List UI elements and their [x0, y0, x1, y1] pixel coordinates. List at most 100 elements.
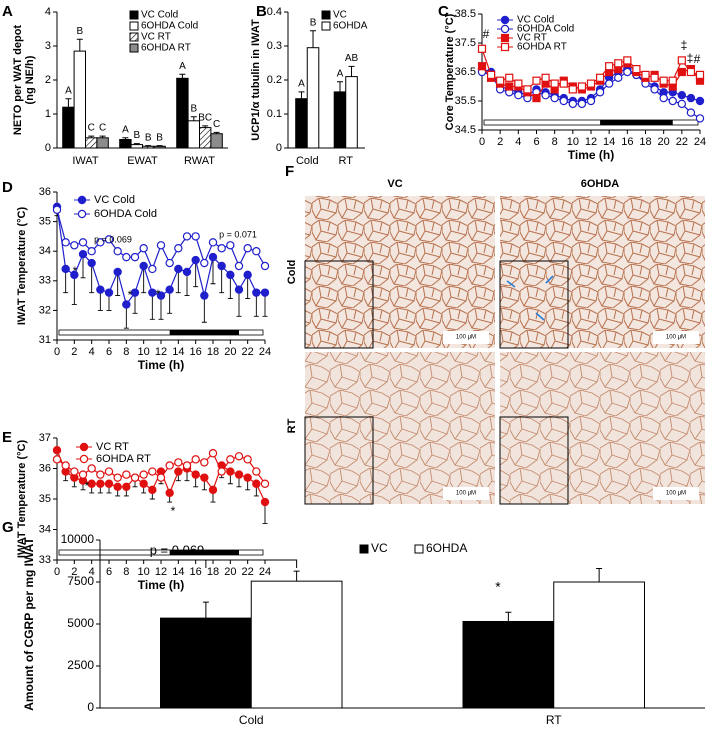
significance-letter: C: [99, 123, 106, 134]
scale-box: [653, 487, 699, 500]
significance-letter: A: [179, 61, 186, 72]
marker: [113, 246, 122, 256]
error-bar: [65, 98, 72, 108]
marker: [139, 261, 148, 271]
scale-box: [653, 331, 699, 344]
panel-label: D: [2, 179, 13, 196]
x-tick-label: RT: [339, 155, 354, 167]
marker: [77, 195, 87, 205]
x-tick-label: IWAT: [72, 155, 99, 167]
marker: [104, 235, 114, 244]
marker: [87, 464, 96, 473]
marker: [191, 455, 200, 464]
annotation: p = 0.069: [94, 234, 132, 244]
marker: [260, 479, 270, 488]
legend-label: 6OHDA Cold: [141, 21, 198, 32]
row-header: Cold: [286, 260, 298, 284]
marker: [217, 261, 226, 271]
marker: [550, 79, 559, 88]
error-bar: [145, 145, 152, 147]
marker: [200, 473, 209, 482]
error-bar: [596, 568, 603, 582]
column-header: 6OHDA: [581, 178, 620, 190]
marker: [130, 288, 140, 297]
marker: [632, 64, 641, 74]
x-tick-label: Cold: [239, 713, 264, 727]
marker: [234, 452, 244, 461]
marker: [122, 252, 131, 262]
error-bar: [505, 611, 512, 622]
y-axis-label: Core Temperature (°C): [444, 13, 456, 130]
significance-letter: BC: [198, 113, 212, 124]
light-phase: [58, 329, 264, 336]
y-tick-label: 36: [39, 186, 51, 198]
x-tick-label: 22: [242, 346, 254, 358]
x-tick-label: RT: [546, 713, 562, 727]
marker: [677, 67, 686, 77]
marker: [226, 270, 235, 280]
legend-swatch: [414, 544, 424, 554]
x-axis-label: Time (h): [138, 358, 184, 372]
marker: [52, 446, 62, 455]
y-tick-label: 1: [45, 108, 51, 120]
error-bar: [293, 570, 300, 582]
significance-letter: B: [133, 130, 140, 141]
marker: [77, 209, 87, 219]
marker: [252, 288, 261, 297]
legend-label: VC: [371, 541, 388, 555]
legend-label: VC RT: [96, 441, 129, 453]
light-phase: [483, 119, 699, 126]
marker: [500, 15, 510, 25]
marker: [191, 470, 200, 479]
inset: [499, 416, 569, 505]
error-bar: [133, 143, 140, 145]
significance-letter: B: [310, 17, 317, 28]
column-header: VC: [387, 178, 402, 190]
y-tick-label: 0: [45, 142, 51, 154]
marker: [200, 258, 209, 268]
marker: [174, 458, 183, 467]
marker: [191, 232, 200, 241]
bar: [187, 120, 201, 149]
x-tick-label: 24: [259, 346, 271, 358]
arrow: [545, 275, 554, 284]
annotation: #: [694, 52, 701, 66]
error-bar: [99, 135, 106, 138]
marker: [208, 238, 218, 247]
significance-letter: B: [190, 103, 197, 114]
significance-letter: B: [156, 132, 163, 143]
marker: [208, 449, 218, 458]
x-tick-label: 14: [172, 346, 184, 358]
significance-letter: A: [65, 85, 72, 96]
error-bar: [213, 131, 220, 134]
error-bar: [71, 274, 77, 305]
marker: [208, 252, 218, 262]
y-tick-label: 37: [39, 432, 51, 444]
x-tick-label: 16: [190, 346, 202, 358]
error-bar: [201, 295, 207, 323]
arrow: [535, 312, 545, 321]
error-bar: [89, 263, 95, 294]
significance-letter: A: [122, 124, 129, 135]
marker: [217, 244, 226, 253]
marker: [514, 90, 523, 100]
marker: [659, 76, 668, 85]
y-tick-label: 2500: [67, 658, 94, 672]
error-bar: [190, 116, 197, 121]
marker: [78, 249, 88, 259]
marker: [686, 108, 696, 117]
y-tick-label: 31: [39, 334, 51, 346]
scale-label: 100 μM: [456, 491, 476, 497]
x-tick-label: 2: [71, 346, 77, 358]
y-tick-label: 3: [45, 40, 51, 52]
marker: [243, 270, 252, 280]
marker: [217, 467, 226, 476]
legend-swatch: [129, 43, 139, 53]
marker: [559, 79, 568, 88]
error-bar: [210, 257, 216, 285]
marker: [96, 470, 105, 479]
marker: [104, 479, 114, 488]
x-tick-label: 4: [515, 136, 521, 148]
x-tick-label: 22: [676, 136, 688, 148]
marker: [61, 238, 70, 247]
